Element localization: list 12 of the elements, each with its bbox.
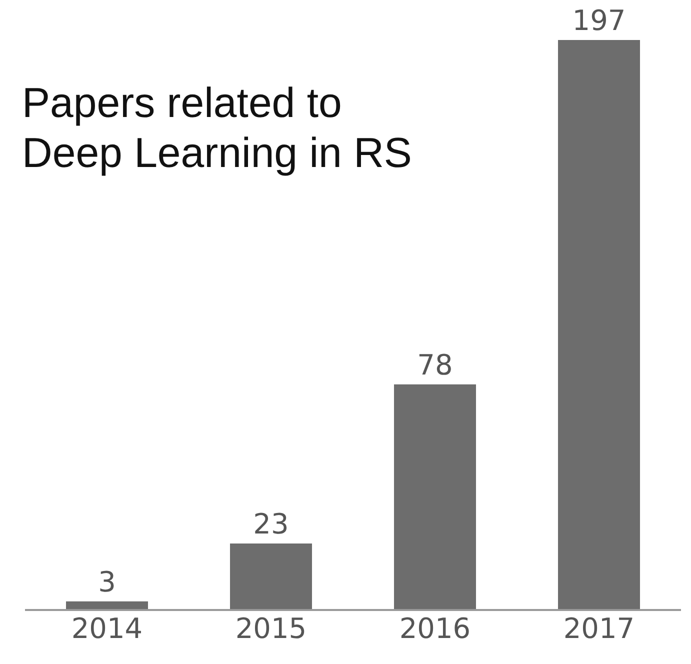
- data-label: 197: [572, 4, 626, 37]
- data-label: 23: [253, 507, 289, 540]
- bar: [394, 384, 476, 610]
- data-label: 78: [417, 348, 453, 382]
- bar: [558, 40, 640, 610]
- bar: [230, 543, 312, 610]
- data-label: 3: [98, 565, 116, 598]
- x-tick-label: 2017: [563, 612, 635, 645]
- x-tick-label: 2015: [235, 612, 307, 645]
- x-tick-label: 2016: [399, 612, 471, 645]
- x-tick-label: 2014: [71, 612, 143, 645]
- text: Papers related to Deep Learning in RS: [22, 78, 413, 178]
